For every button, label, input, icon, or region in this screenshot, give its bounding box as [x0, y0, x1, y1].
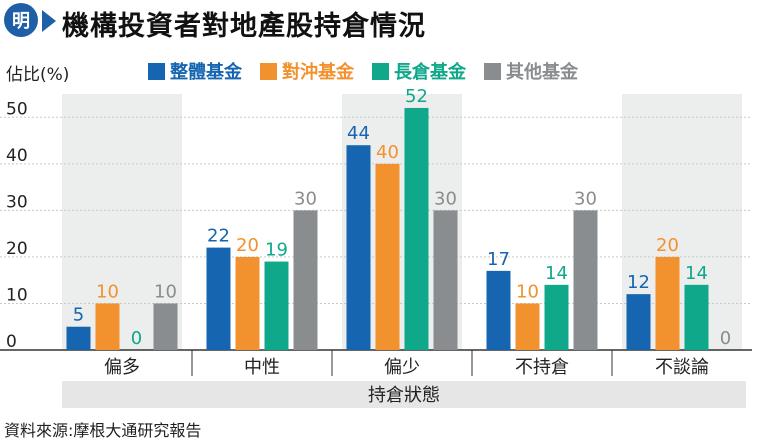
bar-value-label: 5: [73, 305, 84, 326]
bar: [684, 284, 709, 350]
group-background: [62, 94, 182, 350]
y-tick-label: 20: [6, 239, 28, 259]
chart-legend: 整體基金 對沖基金 長倉基金 其他基金: [148, 58, 578, 84]
x-axis-title-band: [62, 381, 746, 408]
bar: [544, 284, 569, 350]
bar-value-label: 10: [516, 281, 539, 302]
bar-value-label: 30: [294, 188, 317, 209]
legend-swatch-hedge: [260, 62, 277, 80]
y-tick-label: 40: [6, 146, 28, 166]
bar-value-label: 20: [236, 235, 259, 256]
legend-label-hedge: 對沖基金: [282, 62, 354, 83]
bar: [346, 145, 371, 350]
bar-value-label: 20: [656, 235, 679, 256]
bar: [433, 210, 458, 350]
bar: [264, 261, 289, 350]
legend-item-overall: 整體基金: [148, 58, 242, 84]
bar: [206, 247, 231, 350]
x-tick-label: 中性: [244, 357, 280, 378]
legend-item-long-only: 長倉基金: [372, 58, 466, 84]
group-background: [622, 94, 742, 350]
x-tick-label: 偏少: [384, 357, 420, 378]
bar: [515, 303, 540, 350]
bar: [655, 256, 680, 350]
x-tick-label: 不談論: [655, 357, 709, 378]
bar: [293, 210, 318, 350]
bar-value-label: 14: [545, 263, 568, 284]
y-axis-unit-label: 佔比(%): [6, 65, 70, 85]
bar-value-label: 0: [720, 328, 731, 349]
bar-value-label: 10: [154, 281, 177, 302]
x-axis-title: 持倉狀態: [368, 385, 440, 406]
legend-item-hedge: 對沖基金: [260, 58, 354, 84]
source-note: 資料來源:摩根大通研究報告: [4, 421, 202, 440]
group-background: [342, 94, 462, 350]
bar-value-label: 19: [265, 240, 288, 261]
bar: [153, 303, 178, 350]
bar-value-label: 0: [131, 328, 142, 349]
bar-value-label: 12: [627, 272, 650, 293]
legend-label-other: 其他基金: [506, 62, 578, 83]
bar-value-label: 44: [347, 123, 370, 144]
bar: [404, 107, 429, 350]
bar-value-label: 52: [405, 86, 428, 107]
chart-header: 明 機構投資者對地產股持倉情況: [0, 0, 759, 44]
bar: [235, 256, 260, 350]
bar-value-label: 30: [434, 188, 457, 209]
x-tick-label: 偏多: [104, 357, 140, 378]
bar-value-label: 40: [376, 142, 399, 163]
bar: [486, 270, 511, 350]
bar: [626, 294, 651, 350]
legend-label-long-only: 長倉基金: [394, 62, 466, 83]
bar: [66, 326, 91, 350]
chart-title: 機構投資者對地產股持倉情況: [62, 11, 426, 42]
bar-value-label: 30: [574, 188, 597, 209]
logo-arrow-icon: [42, 10, 56, 32]
bar: [573, 210, 598, 350]
y-tick-label: 50: [6, 99, 28, 119]
legend-label-overall: 整體基金: [170, 62, 242, 83]
bar-value-label: 22: [207, 226, 230, 247]
bar-value-label: 17: [487, 249, 510, 270]
y-tick-label: 30: [6, 192, 28, 212]
y-tick-label: 0: [6, 332, 17, 352]
newspaper-logo: 明: [4, 3, 38, 37]
legend-swatch-long-only: [372, 62, 389, 80]
legend-swatch-other: [484, 62, 501, 80]
bar-value-label: 14: [685, 263, 708, 284]
logo-glyph: 明: [12, 11, 30, 32]
x-tick-label: 不持倉: [515, 357, 569, 378]
legend-item-other: 其他基金: [484, 58, 578, 84]
y-tick-label: 10: [6, 285, 28, 305]
bar: [375, 163, 400, 350]
bar-value-label: 10: [96, 281, 119, 302]
legend-swatch-overall: [148, 62, 165, 80]
bar: [95, 303, 120, 350]
